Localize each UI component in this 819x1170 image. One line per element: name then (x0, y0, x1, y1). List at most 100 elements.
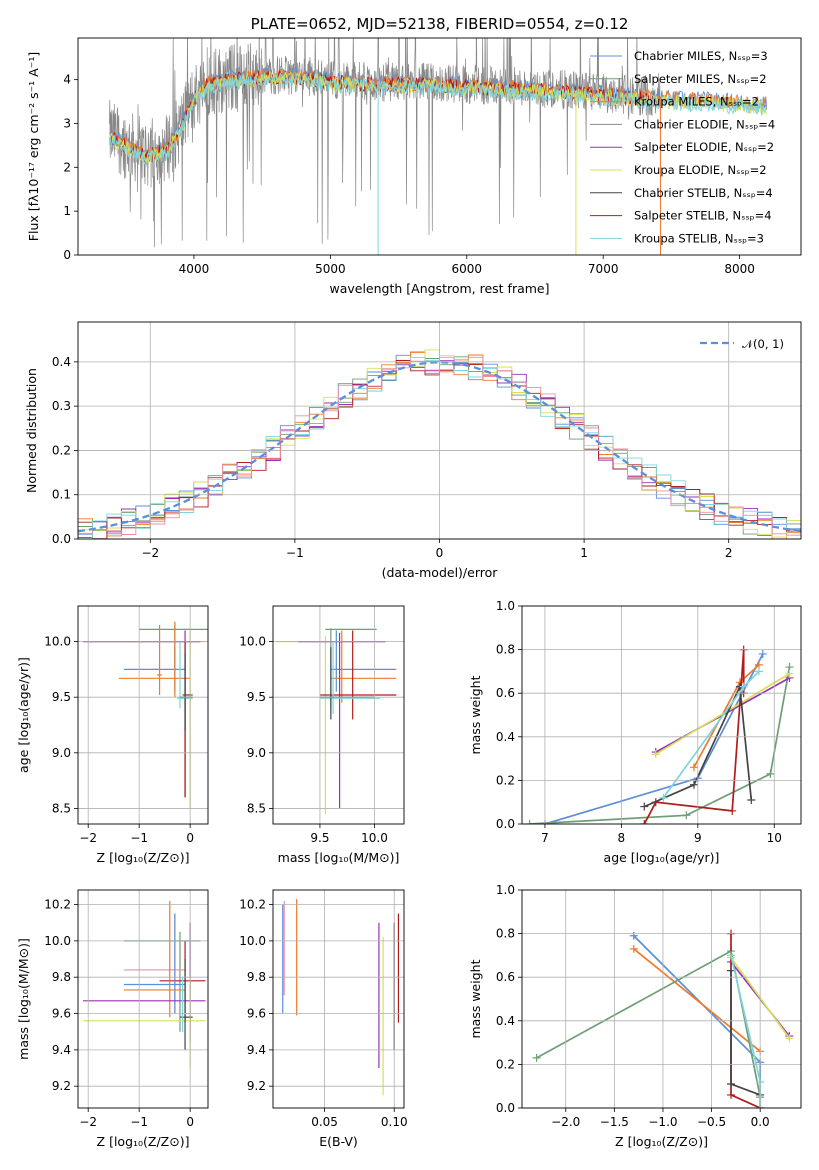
x-axis-label: Z [log₁₀(Z/Z⊙)] (615, 1134, 708, 1149)
x-tick-label: 10.0 (361, 831, 388, 845)
x-tick-label: 9.5 (310, 831, 329, 845)
chart-title: PLATE=0652, MJD=52138, FIBERID=0554, z=0… (251, 15, 629, 33)
y-axis-label: Flux [fλ10⁻¹⁷ erg cm⁻² s⁻¹ A⁻¹] (26, 52, 41, 241)
x-axis-label: Z [log₁₀(Z/Z⊙)] (97, 1134, 190, 1149)
chart-residuals: −2 −1 0 1 2 0.0 0.1 0.2 0.3 0.4 (data-model)/error… (24, 321, 802, 580)
y-axis-label: mass [log₁₀(M/M⊙)] (16, 938, 31, 1060)
legend-label: Chabrier ELODIE, Nₛₛₚ=4 (634, 117, 775, 131)
y-tick-label: 0.0 (52, 532, 71, 546)
y-tick-label: 0.6 (496, 970, 515, 984)
legend-label: Kroupa ELODIE, Nₛₛₚ=2 (634, 163, 767, 177)
y-tick-label: 0.2 (52, 443, 71, 457)
y-tick-label: 8.5 (247, 801, 266, 815)
weight-marker (739, 682, 748, 691)
y-tick-label: 10.0 (44, 934, 71, 948)
y-tick-label: 10.0 (239, 934, 266, 948)
chart-weight-vs-Z: −2.0 −1.5 −1.0 −0.5 0.0 0.0 0.2 0.4 0.6 0.8 1.0 Z [… (468, 883, 802, 1149)
y-tick-label: 0.2 (496, 773, 515, 787)
y-tick-label: 9.8 (247, 970, 266, 984)
y-tick-label: 0.0 (496, 1101, 515, 1115)
plot-area (282, 899, 400, 1096)
y-tick-label: 9.6 (52, 1007, 71, 1021)
y-tick-label: 9.5 (52, 690, 71, 704)
y-tick-label: 1.0 (496, 883, 515, 897)
x-tick-label: 7000 (588, 262, 619, 276)
weight-marker (689, 763, 698, 772)
y-axis-label: mass weight (468, 959, 483, 1038)
weight-line (633, 935, 762, 1108)
x-tick-label: 6000 (452, 262, 483, 276)
x-tick-label: 4000 (179, 262, 210, 276)
y-tick-label: 0.8 (496, 643, 515, 657)
chart-spectrum: 4000 5000 6000 7000 8000 0 1 2 3 4 wavelength [Ang… (26, 15, 802, 296)
axes-frame (521, 889, 802, 1109)
weight-marker (785, 669, 794, 678)
spectrum-data-line (109, 38, 661, 248)
weight-line (544, 653, 764, 824)
weight-marker (689, 780, 698, 789)
weight-line (655, 672, 790, 755)
weight-marker (629, 931, 638, 940)
y-tick-label: 10.0 (44, 635, 71, 649)
y-axis-label: mass weight (468, 675, 483, 754)
x-tick-label: −1 (130, 831, 148, 845)
y-tick-label: 0.4 (52, 355, 71, 369)
y-tick-label: 3 (63, 116, 71, 130)
weight-marker (754, 667, 763, 676)
plot-area (83, 621, 208, 809)
weight-marker (651, 750, 660, 759)
plot-area (108, 38, 768, 255)
x-tick-label: 10 (767, 831, 782, 845)
x-tick-label: 7 (541, 831, 549, 845)
y-tick-label: 0.2 (496, 1057, 515, 1071)
y-tick-label: 0.0 (496, 817, 515, 831)
weight-line (643, 683, 753, 808)
chart-age-vs-mass: 9.5 10.0 8.5 9.0 9.5 10.0 mass [log₁₀(M/M⊙)] (239, 605, 405, 865)
chart-mass-vs-Z: −2 −1 0 9.2 9.4 9.6 9.8 10.0 10.2 Z [log₁₀(Z/Z⊙)]… (16, 889, 209, 1149)
weight-marker (640, 820, 649, 824)
y-tick-label: 0.1 (52, 488, 71, 502)
legend-label: Kroupa STELIB, Nₛₛₚ=3 (634, 231, 764, 245)
weight-marker (747, 796, 756, 805)
axes-frame (77, 37, 802, 256)
weight-marker (640, 802, 649, 811)
y-tick-label: 9.8 (52, 970, 71, 984)
weight-marker (728, 806, 737, 815)
x-tick-label: 8000 (724, 262, 755, 276)
weight-marker (629, 944, 638, 953)
plot-area (276, 628, 397, 814)
y-tick-label: 9.0 (247, 746, 266, 760)
y-tick-label: 8.5 (52, 801, 71, 815)
y-tick-label: 9.4 (52, 1043, 71, 1057)
plot-area (525, 645, 794, 824)
axes-frame (77, 321, 802, 540)
x-tick-label: −2 (79, 1115, 97, 1129)
legend-label: Salpeter ELODIE, Nₛₛₚ=2 (634, 140, 774, 154)
x-tick-label: −1.5 (600, 1115, 629, 1129)
y-tick-label: 4 (63, 73, 71, 87)
x-tick-label: 5000 (315, 262, 346, 276)
x-tick-label: 0 (186, 831, 194, 845)
x-tick-label: 2 (725, 546, 733, 560)
y-tick-label: 10.2 (239, 898, 266, 912)
x-tick-label: 0 (186, 1115, 194, 1129)
y-tick-label: 0.4 (496, 730, 515, 744)
weight-marker (785, 1034, 794, 1043)
axes-frame (77, 605, 209, 825)
x-tick-label: −1.0 (648, 1115, 677, 1129)
chart-age-vs-Z: −2 −1 0 8.5 9.0 9.5 10.0 Z [log₁₀(Z/Z⊙)] age [lo… (16, 605, 209, 865)
x-tick-label: 9 (694, 831, 702, 845)
x-tick-label: −0.5 (697, 1115, 726, 1129)
y-tick-label: 0.3 (52, 399, 71, 413)
x-tick-label: −2.0 (551, 1115, 580, 1129)
weight-marker (766, 769, 775, 778)
axes-frame (77, 889, 209, 1109)
weight-marker (727, 1080, 736, 1089)
y-tick-label: 1 (63, 204, 71, 218)
y-tick-label: 9.2 (247, 1079, 266, 1093)
y-axis-label: age [log₁₀(age/yr)] (16, 657, 31, 773)
x-tick-label: 1 (580, 546, 588, 560)
x-tick-label: −1 (130, 1115, 148, 1129)
x-tick-label: −1 (286, 546, 304, 560)
